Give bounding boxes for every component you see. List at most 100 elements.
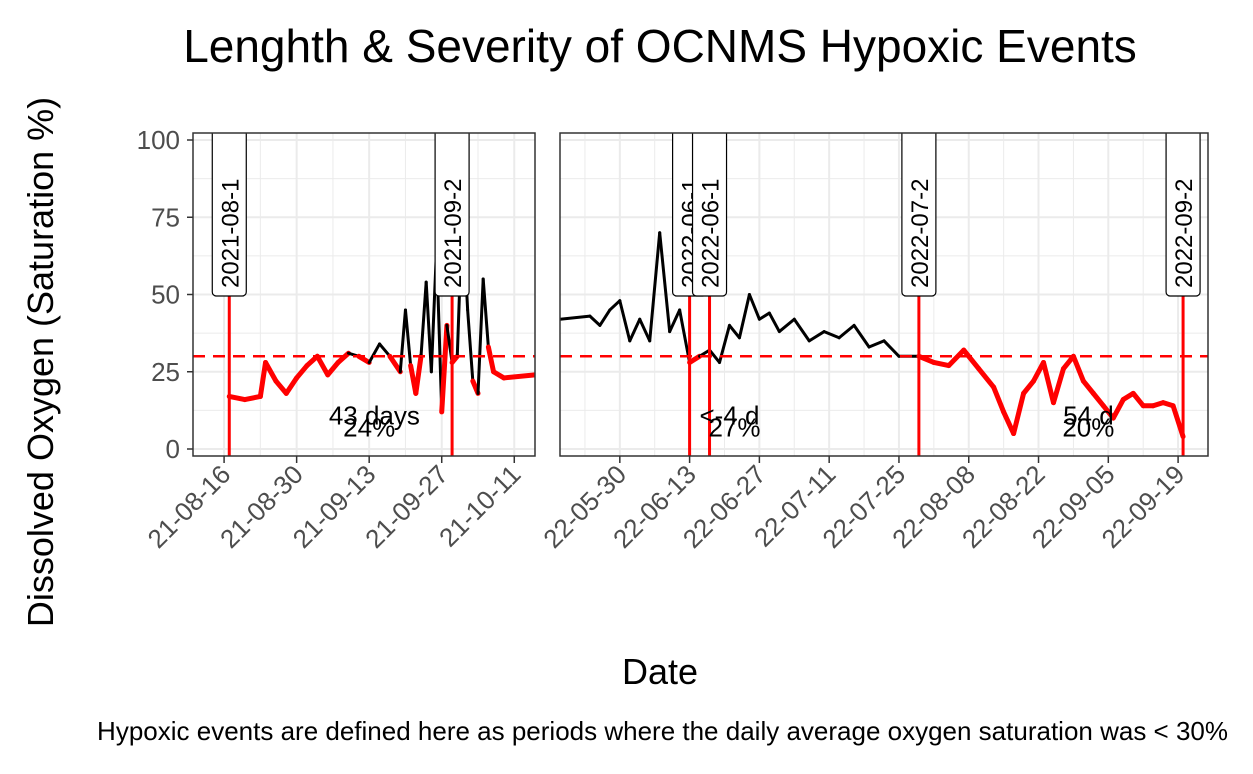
series-segment-hypoxic	[1080, 378, 1096, 396]
series-segment-hypoxic	[687, 353, 703, 365]
series-segment-hypoxic	[961, 347, 982, 372]
series-segment-hypoxic	[226, 393, 248, 403]
series-segment	[737, 293, 751, 340]
series-segment	[852, 323, 871, 349]
x-axis-label: Date	[622, 651, 698, 692]
event-label-group: 2022-07-2	[901, 133, 937, 297]
series-segment	[618, 299, 632, 343]
event-annotation: 27%	[708, 413, 760, 443]
event-label-box	[211, 133, 247, 297]
series-segment-hypoxic	[273, 378, 289, 396]
series-segment-hypoxic	[1090, 390, 1106, 409]
series-segment	[767, 311, 781, 334]
event-label: 2022-07-2	[907, 179, 934, 288]
series-segment-hypoxic	[485, 344, 497, 375]
event-annotation: <-4 d	[699, 400, 759, 430]
series-segment-hypoxic	[387, 353, 403, 375]
event-label-group: 2022-09-2	[1165, 133, 1201, 297]
series-segment	[378, 342, 392, 358]
series-segment	[481, 277, 490, 349]
series-segment	[837, 323, 856, 340]
series-segment	[678, 308, 692, 364]
y-tick-label: 100	[137, 125, 180, 155]
event-annotation: 54 d	[1063, 400, 1114, 430]
series-segment-hypoxic	[257, 359, 269, 399]
event-label-box	[1165, 133, 1201, 297]
series-segment	[668, 308, 682, 334]
event-label-box	[434, 133, 470, 297]
event-label: 2021-09-2	[440, 179, 467, 288]
event-label-box	[901, 133, 937, 297]
event-label: 2021-08-1	[217, 179, 244, 288]
series-segment-hypoxic	[1011, 390, 1027, 437]
panel-2021: 2021-08-1 2021-09-243 days24%21-08-1621-0…	[142, 132, 536, 554]
event-annotation: 43 days	[329, 400, 420, 430]
event-label-group: 2021-08-1	[211, 133, 247, 297]
event-annotation: 20%	[1062, 413, 1114, 443]
event-label-box	[691, 133, 728, 297]
y-tick-label: 50	[151, 280, 180, 310]
event-annotation: 24%	[343, 413, 395, 443]
series-segment-hypoxic	[1170, 403, 1186, 440]
series-segment-hypoxic	[413, 353, 424, 396]
series-segment	[638, 317, 652, 343]
series-segment	[807, 330, 826, 343]
series-segment-hypoxic	[501, 372, 535, 381]
y-axis: 0 25 50 75 100	[137, 125, 193, 464]
series-segment-hypoxic	[1130, 390, 1146, 409]
series-segment-hypoxic	[283, 375, 300, 396]
series-segment	[658, 231, 672, 334]
series-segment-hypoxic	[1110, 397, 1126, 421]
series-segment-hypoxic	[931, 359, 952, 369]
series-segment-hypoxic	[314, 353, 331, 378]
series-segment	[708, 348, 722, 364]
series-segment	[648, 231, 662, 343]
series-segment-hypoxic	[439, 322, 450, 415]
series-segment-hypoxic	[991, 384, 1007, 415]
series-segment	[560, 314, 592, 321]
series-segment-hypoxic	[242, 393, 263, 403]
series-segment	[727, 323, 741, 340]
chart-caption: Hypoxic events are defined here as perio…	[97, 716, 1228, 746]
series-segment	[757, 311, 771, 321]
series-segment	[588, 314, 602, 327]
series-segment-hypoxic	[294, 363, 310, 381]
event-label: 2022-09-2	[1171, 179, 1198, 288]
series-segment-hypoxic	[335, 350, 351, 365]
series-segment-hypoxic	[1070, 353, 1086, 384]
event-label-group: 2022-06-1	[691, 133, 728, 297]
chart-title: Lenghth & Severity of OCNMS Hypoxic Even…	[183, 20, 1137, 72]
series-segment-hypoxic	[976, 366, 997, 390]
y-tick-label: 25	[151, 357, 180, 387]
y-tick-label: 0	[166, 434, 180, 464]
series-segment	[777, 317, 796, 334]
series-segment-hypoxic	[325, 359, 341, 378]
series-segment-hypoxic	[263, 359, 279, 384]
y-axis-label: Dissolved Oxygen (Saturation %)	[20, 97, 61, 627]
series-segment	[398, 308, 407, 374]
series-segment-hypoxic	[946, 347, 967, 369]
event-label-group: 2021-09-2	[434, 133, 470, 297]
y-tick-label: 75	[151, 202, 180, 232]
panel-border	[192, 132, 536, 457]
series-segment	[608, 299, 622, 312]
series-segment-hypoxic	[1021, 378, 1037, 396]
series-segment-hypoxic	[1041, 359, 1056, 406]
event-label: 2022-06-1	[698, 179, 725, 288]
series-segment	[882, 339, 901, 358]
series-segment	[822, 330, 841, 340]
x-tick-label: 21-10-11	[433, 459, 526, 552]
series-segment	[367, 342, 382, 364]
series-segment-hypoxic	[1050, 366, 1066, 406]
series-segment	[466, 308, 475, 383]
panel-border	[559, 132, 1209, 457]
series-segment	[598, 308, 612, 327]
series-segment	[419, 280, 428, 358]
series-segment	[747, 293, 761, 321]
series-segment	[792, 317, 811, 343]
series-segment	[867, 339, 886, 349]
